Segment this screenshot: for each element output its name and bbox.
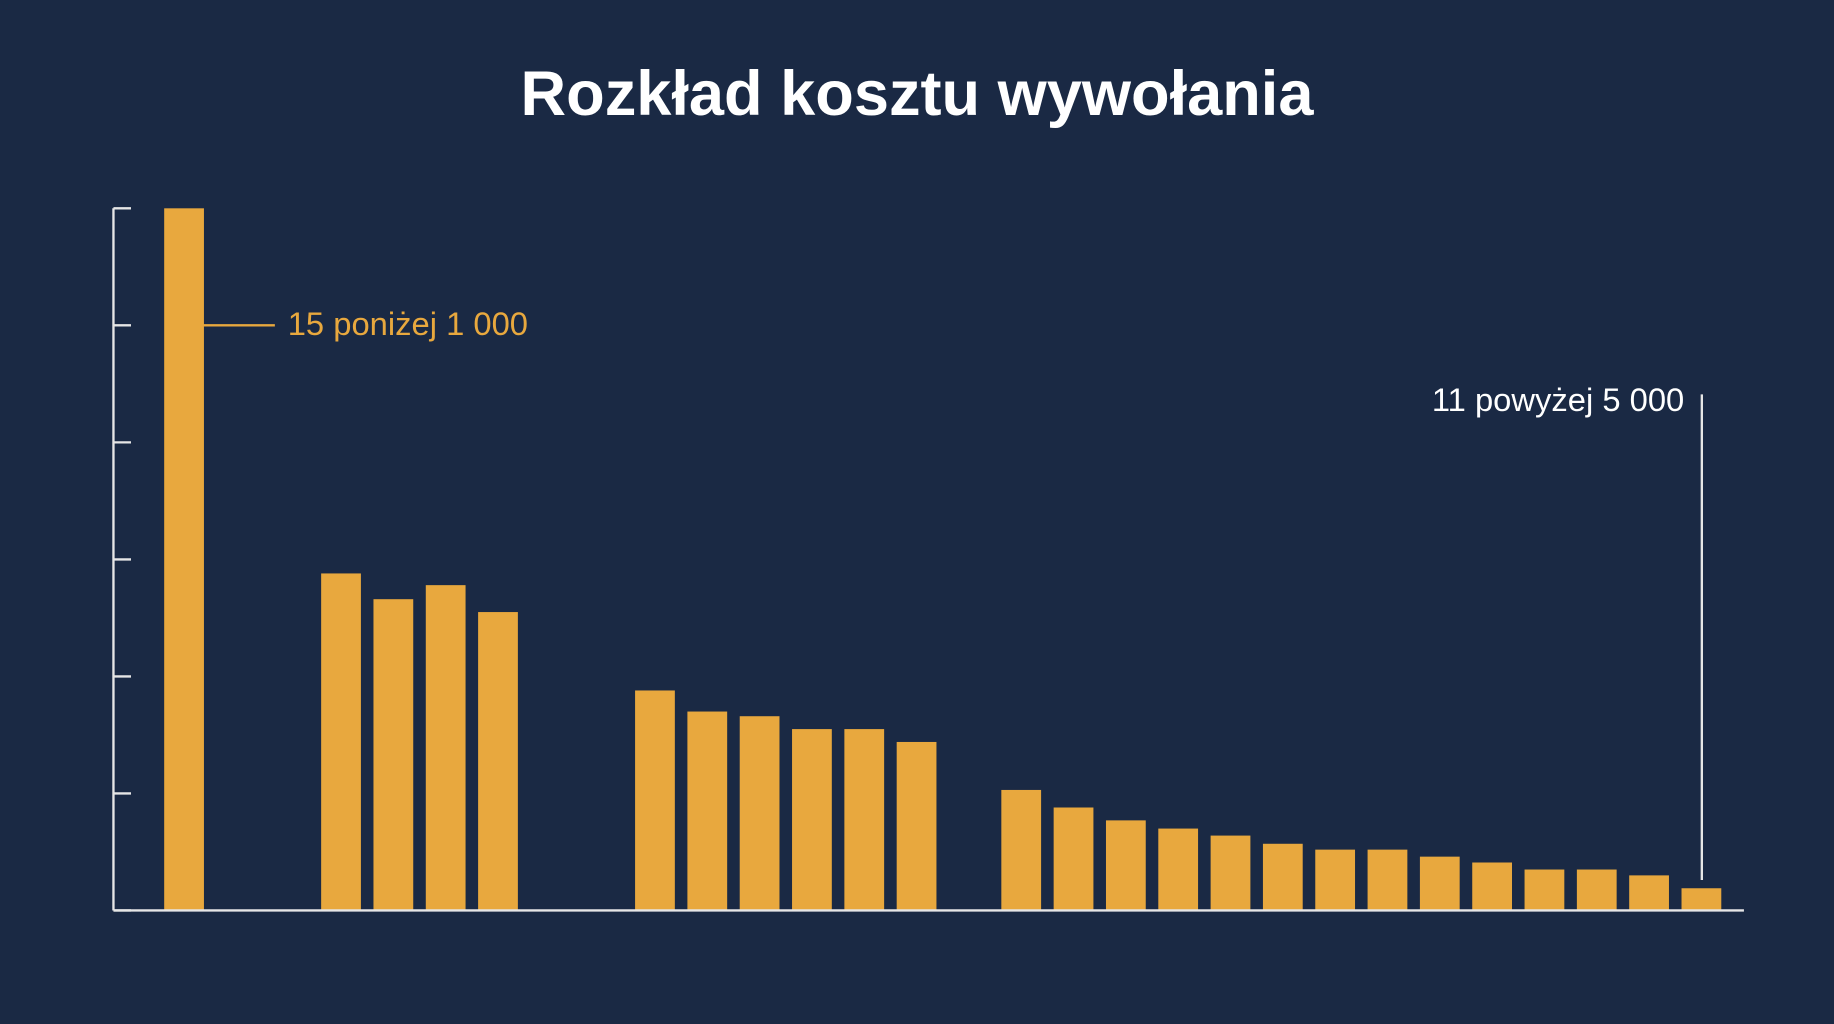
bar (844, 729, 885, 911)
bar (1472, 862, 1512, 911)
annotation: 11 powyżej 5 000 (1432, 381, 1684, 418)
bar (1419, 856, 1460, 911)
chart-title: Rozkład kosztu wywołania (521, 59, 1315, 129)
bar (1210, 835, 1251, 911)
bar (635, 690, 675, 911)
bar (164, 208, 204, 911)
bar (1105, 820, 1146, 911)
bar (1524, 869, 1565, 911)
bar (739, 716, 780, 911)
bar (321, 573, 361, 911)
bar (687, 711, 728, 911)
bar (1576, 869, 1617, 911)
annotation: 15 poniżej 1 000 (288, 305, 528, 342)
bar (425, 585, 466, 911)
bar (1681, 888, 1722, 911)
bar (373, 599, 414, 911)
bar (1367, 849, 1408, 911)
bar (478, 612, 518, 911)
bar (792, 729, 832, 911)
bar (896, 741, 937, 911)
bar (1315, 849, 1356, 911)
bar (1158, 828, 1199, 911)
bar (1629, 875, 1669, 911)
bar (1053, 807, 1094, 911)
bar (1262, 843, 1303, 911)
bar (1001, 789, 1042, 911)
